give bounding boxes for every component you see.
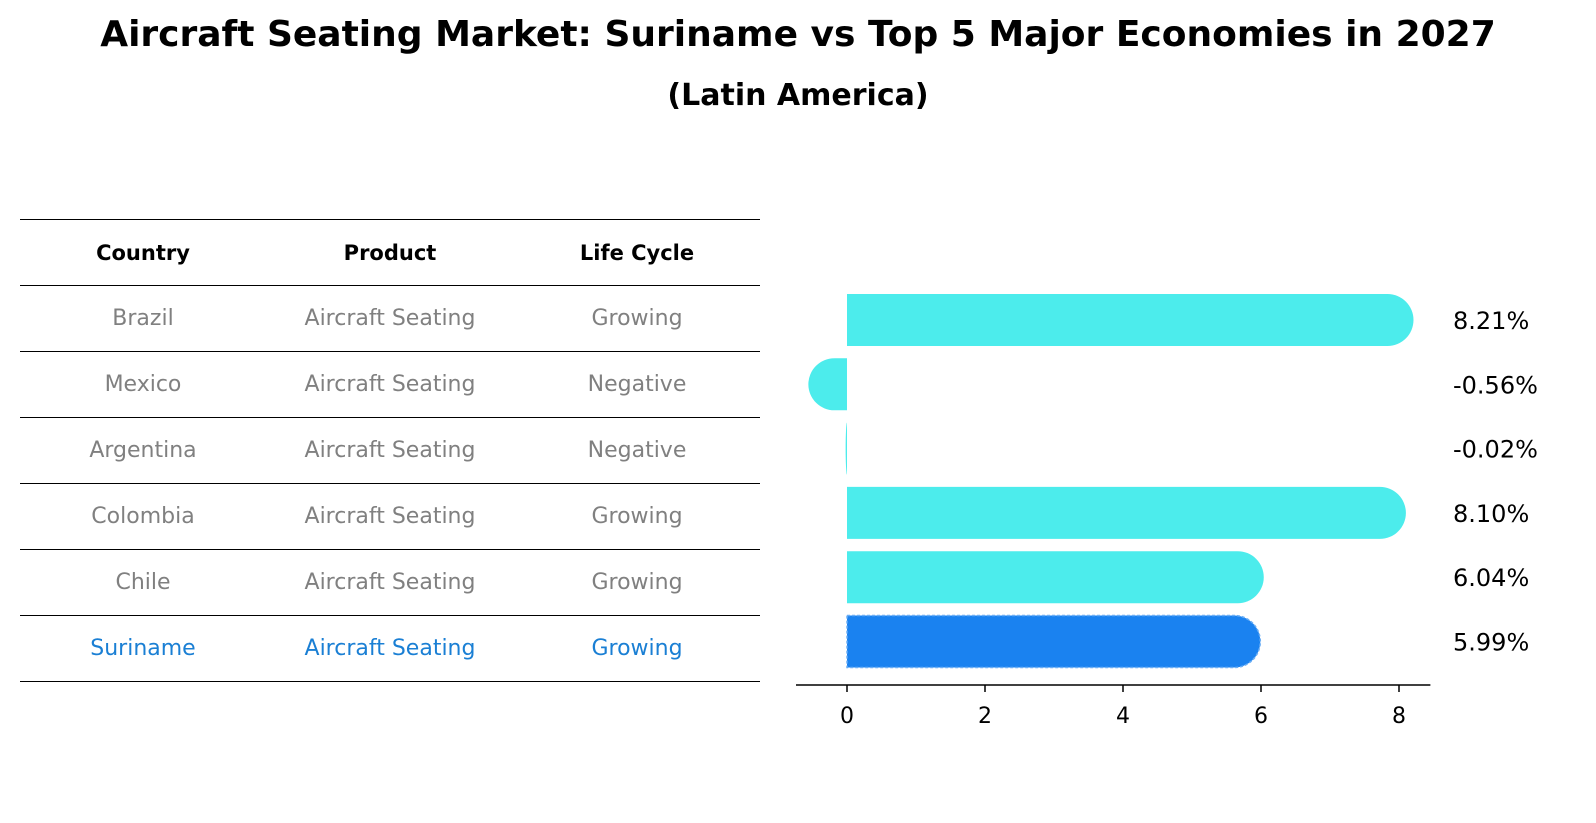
table-row: Brazil Aircraft Seating Growing: [20, 285, 760, 352]
table-header-row: Country Product Life Cycle: [20, 219, 760, 286]
value-label: 5.99%: [1453, 629, 1529, 657]
value-label: 8.21%: [1453, 307, 1529, 335]
cell-country: Brazil: [20, 285, 266, 352]
bar-colombia: [847, 486, 1406, 539]
cell-life-cycle: Negative: [514, 351, 760, 418]
cell-product: Aircraft Seating: [266, 615, 514, 682]
cell-country: Chile: [20, 549, 266, 616]
bar-brazil: [847, 294, 1414, 346]
bar-argentina: [845, 422, 847, 475]
bar-chile: [847, 551, 1264, 604]
cell-product: Aircraft Seating: [266, 417, 514, 484]
cell-life-cycle: Negative: [514, 417, 760, 484]
value-label: -0.56%: [1453, 371, 1538, 399]
cell-country: Colombia: [20, 483, 266, 550]
value-label: 8.10%: [1453, 500, 1529, 528]
growth-bar-chart: 8.21% -0.56% -0.02% 8.10% 6.04% 5.99% 0 2 4 6 8: [796, 294, 1538, 729]
cell-country: Suriname: [20, 615, 266, 682]
header-country: Country: [20, 219, 266, 286]
table-row: Argentina Aircraft Seating Negative: [20, 417, 760, 484]
cell-product: Aircraft Seating: [266, 285, 514, 352]
bar-mexico: [808, 358, 847, 411]
cell-product: Aircraft Seating: [266, 351, 514, 418]
cell-country: Argentina: [20, 417, 266, 484]
table-row: Mexico Aircraft Seating Negative: [20, 351, 760, 418]
x-tick-label: 4: [1116, 704, 1130, 729]
bar-suriname-highlight: [846, 614, 1262, 669]
x-tick-label: 6: [1254, 704, 1268, 729]
header-life-cycle: Life Cycle: [514, 219, 760, 286]
cell-country: Mexico: [20, 351, 266, 418]
table-row: Chile Aircraft Seating Growing: [20, 549, 760, 616]
cell-life-cycle: Growing: [514, 549, 760, 616]
x-tick-label: 0: [840, 704, 854, 729]
chart-title: Aircraft Seating Market: Suriname vs Top…: [100, 14, 1496, 55]
x-tick-label: 8: [1392, 704, 1406, 729]
cell-product: Aircraft Seating: [266, 483, 514, 550]
cell-life-cycle: Growing: [514, 285, 760, 352]
cell-life-cycle: Growing: [514, 483, 760, 550]
summary-table: Country Product Life Cycle Brazil Aircra…: [20, 219, 760, 682]
value-label: -0.02%: [1453, 436, 1538, 464]
cell-product: Aircraft Seating: [266, 549, 514, 616]
x-tick-label: 2: [978, 704, 992, 729]
chart-subtitle: (Latin America): [667, 78, 929, 113]
table-row-highlight: Suriname Aircraft Seating Growing: [20, 615, 760, 682]
cell-life-cycle: Growing: [514, 615, 760, 682]
header-product: Product: [266, 219, 514, 286]
table-row: Colombia Aircraft Seating Growing: [20, 483, 760, 550]
value-label: 6.04%: [1453, 564, 1529, 592]
